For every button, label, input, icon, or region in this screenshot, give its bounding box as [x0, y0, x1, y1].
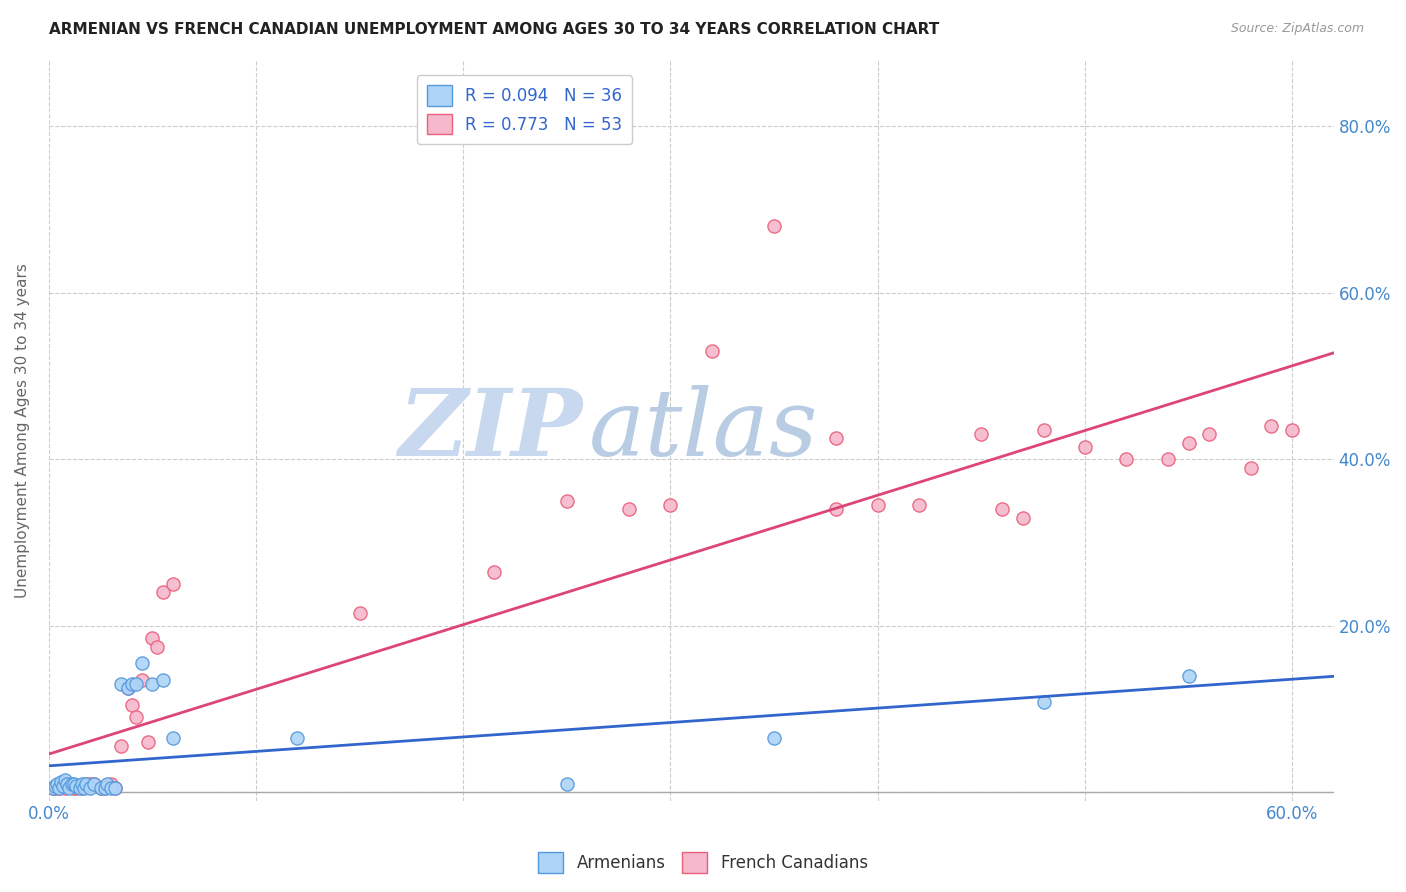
Point: [90, 781, 112, 796]
Point: [58, 777, 80, 791]
Point: [53, 772, 76, 787]
Point: [65, 779, 87, 793]
Point: [1198, 427, 1220, 442]
Point: [121, 698, 143, 712]
Point: [104, 781, 127, 796]
Point: [70, 777, 93, 791]
Point: [83, 777, 105, 791]
Point: [69, 781, 91, 796]
Legend: R = 0.094   N = 36, R = 0.773   N = 53: R = 0.094 N = 36, R = 0.773 N = 53: [416, 75, 633, 145]
Point: [96, 777, 118, 791]
Point: [991, 502, 1014, 516]
Point: [484, 565, 506, 579]
Point: [79, 777, 101, 791]
Point: [1032, 695, 1054, 709]
Point: [287, 731, 309, 746]
Point: [65, 781, 87, 796]
Point: [110, 739, 132, 754]
Point: [555, 494, 578, 508]
Point: [555, 777, 578, 791]
Point: [52, 779, 75, 793]
Point: [1115, 452, 1137, 467]
Point: [1011, 510, 1033, 524]
Point: [70, 781, 93, 796]
Point: [56, 777, 79, 791]
Point: [162, 731, 184, 746]
Point: [75, 777, 97, 791]
Point: [141, 632, 163, 646]
Point: [44, 781, 66, 796]
Legend: Armenians, French Canadians: Armenians, French Canadians: [531, 846, 875, 880]
Point: [100, 777, 122, 791]
Point: [75, 777, 97, 791]
Point: [1157, 452, 1180, 467]
Point: [58, 781, 80, 796]
Point: [48, 781, 70, 796]
Text: atlas: atlas: [588, 385, 818, 475]
Text: ARMENIAN VS FRENCH CANADIAN UNEMPLOYMENT AMONG AGES 30 TO 34 YEARS CORRELATION C: ARMENIAN VS FRENCH CANADIAN UNEMPLOYMENT…: [49, 22, 939, 37]
Point: [96, 779, 118, 793]
Point: [56, 777, 79, 791]
Point: [52, 779, 75, 793]
Point: [131, 657, 153, 671]
Point: [46, 777, 69, 791]
Point: [117, 681, 139, 696]
Point: [136, 735, 159, 749]
Y-axis label: Unemployment Among Ages 30 to 34 years: Unemployment Among Ages 30 to 34 years: [15, 262, 30, 598]
Point: [908, 498, 931, 512]
Point: [100, 781, 122, 796]
Point: [83, 777, 105, 791]
Point: [825, 502, 848, 516]
Point: [763, 731, 786, 746]
Point: [51, 779, 73, 793]
Point: [1240, 460, 1263, 475]
Point: [970, 427, 993, 442]
Point: [125, 710, 148, 724]
Point: [60, 777, 83, 791]
Point: [659, 498, 682, 512]
Point: [125, 677, 148, 691]
Point: [53, 781, 76, 796]
Point: [62, 781, 84, 796]
Point: [79, 781, 101, 796]
Point: [152, 673, 174, 687]
Point: [617, 502, 640, 516]
Point: [44, 779, 66, 793]
Point: [152, 585, 174, 599]
Point: [145, 640, 167, 654]
Point: [90, 781, 112, 796]
Point: [93, 781, 115, 796]
Point: [93, 781, 115, 796]
Point: [162, 577, 184, 591]
Point: [110, 677, 132, 691]
Point: [69, 779, 91, 793]
Point: [73, 781, 96, 796]
Point: [42, 781, 65, 796]
Point: [349, 607, 371, 621]
Point: [51, 775, 73, 789]
Point: [62, 777, 84, 791]
Text: ZIP: ZIP: [398, 385, 582, 475]
Point: [825, 432, 848, 446]
Point: [763, 219, 786, 233]
Point: [1260, 419, 1282, 434]
Point: [1281, 423, 1303, 437]
Text: Source: ZipAtlas.com: Source: ZipAtlas.com: [1230, 22, 1364, 36]
Point: [48, 781, 70, 796]
Point: [141, 677, 163, 691]
Point: [866, 498, 889, 512]
Point: [117, 681, 139, 696]
Point: [1177, 435, 1199, 450]
Point: [1032, 423, 1054, 437]
Point: [42, 781, 65, 796]
Point: [121, 677, 143, 691]
Point: [131, 673, 153, 687]
Point: [1177, 669, 1199, 683]
Point: [700, 344, 723, 359]
Point: [104, 781, 127, 796]
Point: [1074, 440, 1097, 454]
